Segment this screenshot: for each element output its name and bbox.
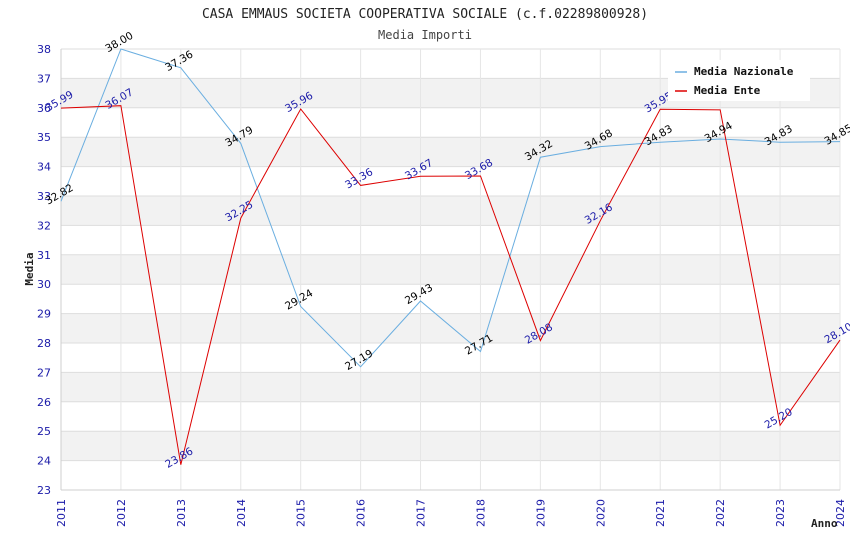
grid-band	[61, 107, 840, 138]
legend-label-media-nazionale: Media Nazionale	[694, 65, 794, 78]
x-tick-label: 2017	[415, 499, 428, 527]
grid-band	[61, 401, 840, 432]
y-tick-label: 37	[37, 72, 51, 85]
grid-band	[61, 166, 840, 196]
y-tick-label: 24	[37, 455, 51, 468]
x-axis-label: Anno	[811, 517, 838, 530]
series-line-media-ente	[60, 105, 841, 465]
grid-band	[61, 137, 840, 167]
legend: Media Nazionale Media Ente	[668, 60, 810, 101]
x-tick-label: 2023	[774, 499, 787, 527]
x-tick-label: 2014	[235, 499, 248, 527]
y-tick-label: 36	[37, 102, 51, 115]
chart-title: CASA EMMAUS SOCIETA COOPERATIVA SOCIALE …	[202, 7, 648, 22]
x-tick-label: 2015	[295, 499, 308, 527]
x-tick-label: 2024	[834, 499, 847, 527]
y-axis-label: Media	[23, 252, 36, 285]
x-tick-label: 2019	[534, 499, 547, 527]
grid-band	[61, 196, 840, 226]
y-tick-label: 26	[37, 396, 51, 409]
chart-subtitle: Media Importi	[378, 28, 472, 42]
grid-band	[61, 343, 840, 373]
x-axis-ticks: 2011 2012 2013 2014 2015 2016 2017 2018 2019 2020…	[55, 499, 847, 527]
grid-band	[61, 460, 840, 490]
y-tick-label: 33	[37, 190, 51, 203]
legend-label-media-ente: Media Ente	[694, 84, 761, 97]
y-tick-label: 28	[37, 337, 51, 350]
grid-bands	[60, 48, 841, 491]
x-tick-label: 2021	[654, 499, 667, 527]
y-tick-label: 29	[37, 308, 51, 321]
x-tick-label: 2011	[55, 499, 68, 527]
x-tick-label: 2022	[714, 499, 727, 527]
y-tick-label: 30	[37, 278, 51, 291]
series-lines	[60, 48, 841, 465]
x-tick-label: 2013	[175, 499, 188, 527]
grid-band	[61, 372, 840, 402]
y-tick-label: 27	[37, 366, 51, 379]
y-tick-label: 25	[37, 425, 51, 438]
grid-band	[61, 254, 840, 285]
grid-band	[61, 284, 840, 314]
x-tick-label: 2020	[594, 499, 607, 527]
series-line-media-nazionale	[60, 48, 841, 368]
y-tick-label: 23	[37, 484, 51, 497]
grid-band	[61, 225, 840, 255]
grid-band	[61, 313, 840, 343]
grid-band	[61, 431, 840, 461]
y-tick-label: 38	[37, 43, 51, 56]
y-tick-label: 35	[37, 131, 51, 144]
x-tick-label: 2018	[474, 499, 487, 527]
y-tick-label: 34	[37, 161, 51, 174]
y-tick-label: 31	[37, 249, 51, 262]
x-tick-label: 2012	[115, 499, 128, 527]
y-axis-ticks: 23 24 25 26 27 28 29 30 31 32 33 34 35 36 37 38	[37, 43, 51, 497]
y-tick-label: 32	[37, 219, 51, 232]
legend-box	[668, 60, 810, 101]
x-tick-label: 2016	[355, 499, 368, 527]
